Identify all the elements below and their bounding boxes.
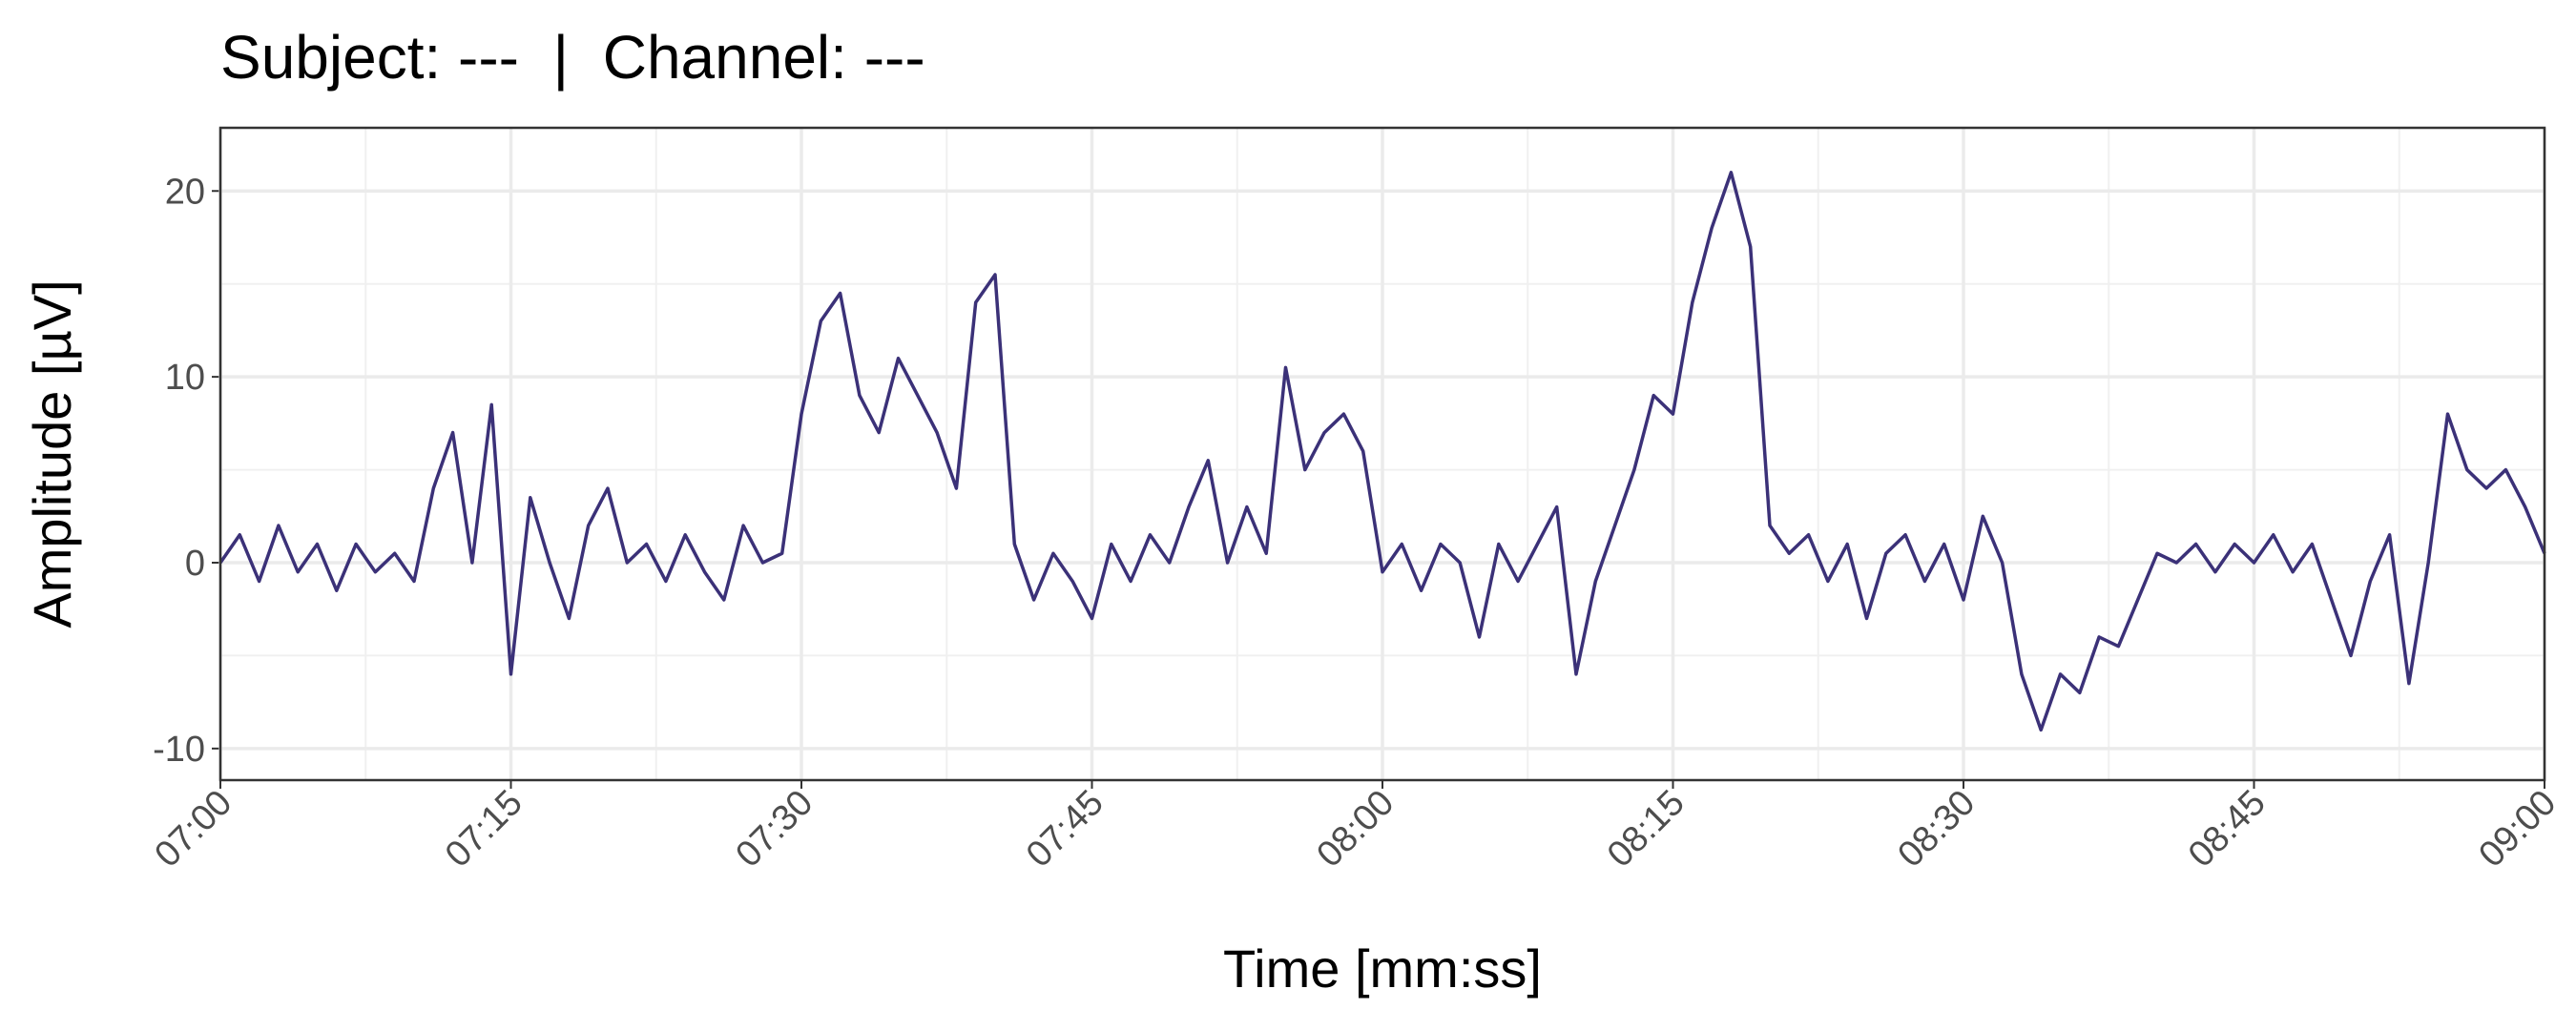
x-tick-label: 09:00: [2471, 783, 2564, 876]
y-axis-title: Amplitude [µV]: [22, 279, 82, 628]
x-tick-label: 07:00: [147, 783, 239, 876]
chart-title: Subject: --- | Channel: ---: [220, 23, 925, 92]
y-tick-label: -10: [153, 730, 205, 770]
x-tick-label: 07:45: [1019, 783, 1111, 876]
x-tick-label: 08:00: [1309, 783, 1402, 876]
y-tick-label: 10: [165, 358, 205, 398]
x-tick-label: 08:45: [2181, 783, 2274, 876]
x-tick-label: 08:30: [1890, 783, 1983, 876]
plot-border: [218, 126, 2546, 782]
x-tick-label: 08:15: [1600, 783, 1693, 876]
y-tick-label: 20: [165, 172, 205, 212]
y-tick-label: 0: [185, 544, 205, 584]
line-series: [218, 171, 2546, 732]
x-tick-label: 07:30: [728, 783, 821, 876]
x-axis-title: Time [mm:ss]: [1223, 938, 1542, 999]
x-tick-label: 07:15: [438, 783, 530, 876]
